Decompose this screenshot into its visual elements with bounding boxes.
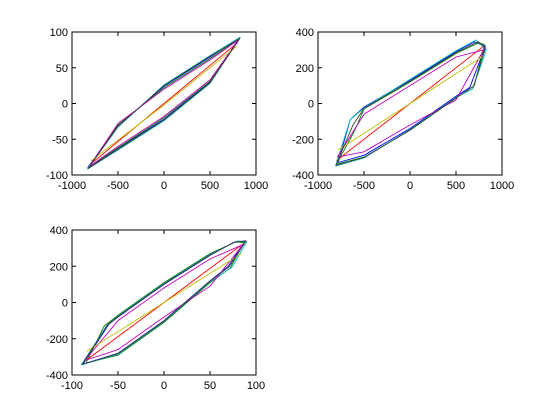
x-tick-label: 1000 xyxy=(490,180,514,192)
axes-panel-2: -1000 -500 0 500 1000 -400 -200 0 200 400 xyxy=(292,27,514,192)
x-tick-label: 500 xyxy=(447,180,465,192)
y-tick-label: 50 xyxy=(56,63,68,75)
x-tick-label: 0 xyxy=(161,380,167,392)
series-line-3 xyxy=(90,42,238,165)
x-tick-label: -50 xyxy=(110,380,126,392)
series-line-7 xyxy=(87,38,241,169)
x-tick-label: -100 xyxy=(61,380,83,392)
x-tick-label: -1000 xyxy=(58,180,86,192)
series-group xyxy=(80,240,248,366)
series-line-2 xyxy=(85,241,245,364)
series-group xyxy=(86,36,241,170)
x-tick-label: 500 xyxy=(201,180,219,192)
y-tick-label: -400 xyxy=(292,170,314,182)
x-tick-label: 0 xyxy=(407,180,413,192)
y-tick-label: 400 xyxy=(50,225,68,237)
y-tick-label: 0 xyxy=(308,99,314,111)
x-tick-label: 50 xyxy=(204,380,216,392)
y-tick-label: -200 xyxy=(46,334,68,346)
x-tick-label: -500 xyxy=(353,180,375,192)
series-line-6 xyxy=(86,253,242,352)
y-tick-label: 100 xyxy=(50,27,68,39)
series-line-6 xyxy=(91,45,237,162)
x-tick-label: -1000 xyxy=(304,180,332,192)
y-tick-label: 0 xyxy=(62,298,68,310)
x-tick-label: -500 xyxy=(107,180,129,192)
series-line-7 xyxy=(81,240,247,365)
y-tick-label: 0 xyxy=(62,99,68,111)
series-group xyxy=(335,39,487,167)
series-line-7 xyxy=(335,41,486,166)
y-tick-label: -400 xyxy=(46,370,68,382)
series-line-6 xyxy=(337,56,483,151)
y-tick-label: 200 xyxy=(50,261,68,273)
series-line-5 xyxy=(84,244,244,361)
y-tick-label: -50 xyxy=(52,134,68,146)
series-line-5 xyxy=(336,49,485,158)
y-tick-label: -100 xyxy=(46,170,68,182)
x-tick-label: 0 xyxy=(161,180,167,192)
x-tick-label: 100 xyxy=(247,380,265,392)
y-tick-label: 400 xyxy=(296,27,314,39)
axes-panel-3: -100 -50 0 50 100 -400 -200 0 200 400 xyxy=(46,225,265,392)
y-tick-label: -200 xyxy=(292,134,314,146)
x-tick-label: 1000 xyxy=(244,180,268,192)
y-tick-label: 200 xyxy=(296,63,314,75)
